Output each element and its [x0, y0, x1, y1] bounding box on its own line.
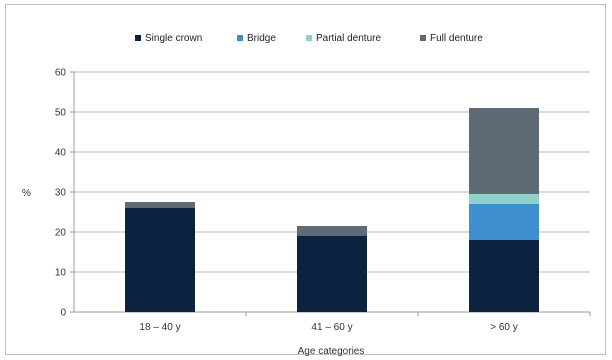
bar-segment-partial-denture	[469, 194, 539, 204]
bar-segment-single-crown	[297, 236, 367, 312]
x-tick-label: 41 – 60 y	[311, 322, 352, 333]
legend-swatch	[237, 35, 243, 41]
legend-swatch	[306, 35, 312, 41]
y-tick-label: 0	[60, 308, 66, 319]
bar-segment-full-denture	[469, 108, 539, 194]
x-tick-labels: 18 – 40 y 41 – 60 y > 60 y	[139, 322, 517, 333]
legend-swatch	[420, 35, 426, 41]
legend-label: Partial denture	[316, 33, 381, 44]
y-axis-title: %	[22, 188, 31, 199]
legend: Single crown Bridge Partial denture Full de…	[135, 33, 483, 44]
y-tick-label: 40	[55, 148, 67, 159]
y-tick-label: 50	[55, 108, 67, 119]
bar-segment-single-crown	[469, 240, 539, 312]
bars	[125, 108, 539, 312]
bar-segment-full-denture	[297, 226, 367, 236]
legend-label: Single crown	[145, 33, 202, 44]
x-axis-title: Age categories	[298, 346, 365, 357]
y-tick-label: 20	[55, 228, 67, 239]
bar-segment-bridge	[469, 204, 539, 240]
y-tick-labels: 0 10 20 30 40 50 60	[55, 68, 67, 319]
bar-segment-single-crown	[125, 208, 195, 312]
legend-swatch	[135, 35, 141, 41]
x-tick-label: 18 – 40 y	[139, 322, 180, 333]
y-tick-label: 60	[55, 68, 67, 79]
bar-segment-full-denture	[125, 202, 195, 208]
legend-label: Bridge	[247, 33, 276, 44]
x-tick-label: > 60 y	[490, 322, 518, 333]
y-tick-label: 10	[55, 268, 67, 279]
y-tick-label: 30	[55, 188, 67, 199]
legend-label: Full denture	[430, 33, 483, 44]
